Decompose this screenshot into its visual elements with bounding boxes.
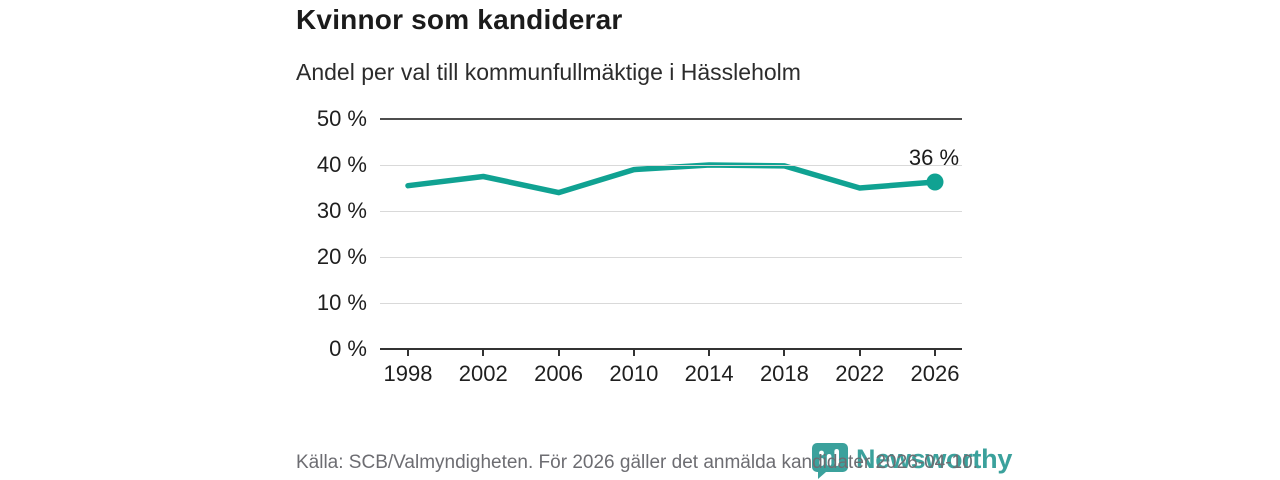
x-tick-mark <box>632 349 635 356</box>
plot-area: 36 % 0 % 10 % 20 % 30 % 40 % 50 % 1998 2002 2006… <box>317 106 962 386</box>
x-tick-label: 2002 <box>458 361 508 386</box>
newsworthy-chart-bubble-icon <box>812 443 848 479</box>
x-tick-label: 2006 <box>534 361 584 386</box>
x-tick-mark <box>858 349 861 356</box>
x-tick-mark <box>482 349 485 356</box>
y-tick-label: 20 % <box>316 244 367 269</box>
page-title: Kvinnor som kandiderar <box>296 4 623 35</box>
y-tick-label: 40 % <box>316 152 367 177</box>
y-tick-label: 0 % <box>329 336 367 361</box>
x-tick-mark <box>557 349 560 356</box>
x-tick-mark <box>407 349 409 356</box>
x-tick-label: 2018 <box>759 361 809 386</box>
y-tick-label: 30 % <box>316 198 367 223</box>
x-tick-label: 2010 <box>609 361 659 386</box>
x-tick-label: 2022 <box>835 361 885 386</box>
y-gridline-30 <box>380 210 962 212</box>
line-chart-svg <box>405 162 944 196</box>
y-gridline-10 <box>380 302 962 304</box>
newsworthy-logo-text: Newsworthy <box>856 444 1013 474</box>
y-gridline-40 <box>380 164 962 166</box>
x-tick-label: 2026 <box>910 361 960 386</box>
x-tick-mark <box>708 349 711 356</box>
data-point-last <box>926 173 944 191</box>
point-label: 36 % <box>908 145 960 171</box>
y-gridline-20 <box>380 256 962 258</box>
x-tick-mark <box>783 349 786 356</box>
chart-subtitle: Andel per val till kommunfullmäktige i H… <box>296 59 801 85</box>
y-tick-label: 50 % <box>316 106 367 131</box>
y-gridline-0 <box>380 348 962 350</box>
x-tick-label: 1998 <box>383 361 433 386</box>
y-tick-label: 10 % <box>316 290 367 315</box>
data-line <box>405 162 938 196</box>
source-note: Källa: SCB/Valmyndigheten. För 2026 gäll… <box>296 452 978 473</box>
x-tick-label: 2014 <box>684 361 734 386</box>
x-tick-mark <box>934 349 936 356</box>
newsworthy-logo[interactable]: Newsworthy <box>812 443 1012 479</box>
y-gridline-50 <box>380 118 962 120</box>
